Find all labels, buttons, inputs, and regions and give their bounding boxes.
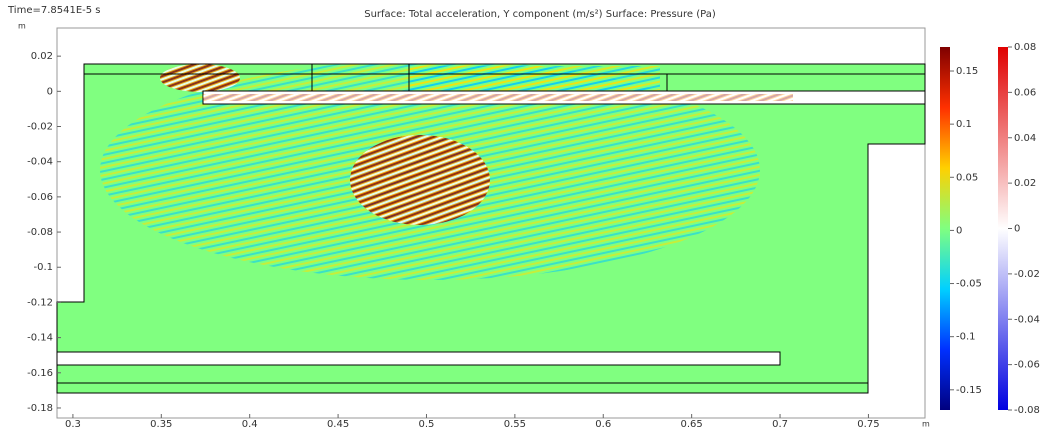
x-tick-label: 0.5 xyxy=(419,419,435,429)
y-tick-label: -0.12 xyxy=(27,297,53,308)
colorbar xyxy=(940,47,950,410)
time-label: Time=7.8541E-5 s xyxy=(7,5,101,16)
colorbar-tick-label: -0.1 xyxy=(956,332,976,343)
x-tick-label: 0.55 xyxy=(504,419,526,429)
y-tick-label: -0.06 xyxy=(27,192,53,203)
colorbar xyxy=(998,47,1008,410)
x-tick-label: 0.6 xyxy=(595,419,611,429)
y-tick-label: 0.02 xyxy=(31,51,53,62)
x-unit: m xyxy=(922,420,930,429)
y-tick-label: -0.18 xyxy=(27,403,53,414)
x-tick-label: 0.75 xyxy=(857,419,879,429)
colorbar-tick-label: 0.15 xyxy=(956,66,978,77)
pressure-strip xyxy=(203,94,793,101)
colorbar-tick-label: -0.08 xyxy=(1014,405,1040,416)
y-tick-label: -0.1 xyxy=(33,262,53,273)
colorbar-tick-label: -0.06 xyxy=(1014,360,1040,371)
y-tick-label: -0.14 xyxy=(27,333,53,344)
colorbar-tick-label: 0.1 xyxy=(956,119,972,130)
x-tick-label: 0.3 xyxy=(65,419,81,429)
domain xyxy=(57,64,925,393)
colorbar-tick-label: 0.08 xyxy=(1014,42,1036,53)
colorbar-tick-label: 0.05 xyxy=(956,172,978,183)
colorbar-tick-label: 0 xyxy=(956,225,962,236)
y-unit: m xyxy=(18,22,26,31)
y-tick-label: -0.04 xyxy=(27,157,53,168)
x-tick-label: 0.45 xyxy=(327,419,349,429)
y-tick-label: -0.02 xyxy=(27,122,53,133)
x-tick-label: 0.65 xyxy=(681,419,703,429)
y-tick-label: -0.08 xyxy=(27,227,53,238)
colorbar-tick-label: 0.06 xyxy=(1014,87,1036,98)
x-tick-label: 0.7 xyxy=(772,419,788,429)
x-tick-label: 0.4 xyxy=(242,419,258,429)
colorbar-tick-label: 0.02 xyxy=(1014,178,1036,189)
colorbar-tick-label: -0.04 xyxy=(1014,314,1040,325)
colorbar-tick-label: -0.15 xyxy=(956,385,982,396)
y-tick-label: 0 xyxy=(47,86,53,97)
y-tick-label: -0.16 xyxy=(27,368,53,379)
colorbar-tick-label: -0.02 xyxy=(1014,269,1040,280)
chart-title: Surface: Total acceleration, Y component… xyxy=(364,9,716,20)
colorbar-tick-label: 0 xyxy=(1014,224,1020,235)
colorbar-tick-label: -0.05 xyxy=(956,279,982,290)
x-tick-label: 0.35 xyxy=(150,419,172,429)
colorbar-tick-label: 0.04 xyxy=(1014,133,1036,144)
